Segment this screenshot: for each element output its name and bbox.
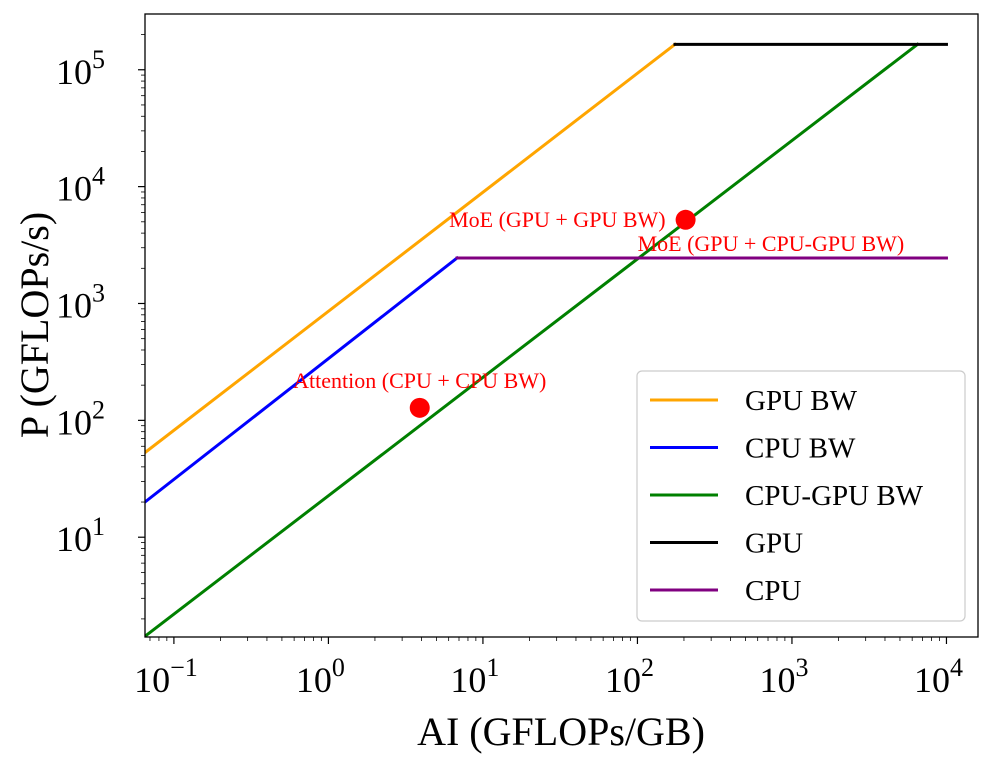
ticks-layer: 10−1 100 101 102 103 104 101 102 103 104 105 (56, 34, 963, 700)
x-tick-label-10000: 104 (914, 653, 963, 700)
annotation-moe-gpu-cpu-gpu-bw: MoE (GPU + CPU-GPU BW) (638, 231, 905, 256)
series-line-cpu-bw (145, 255, 460, 504)
y-tick-label-100: 102 (56, 395, 105, 442)
x-tick-label-1000: 103 (759, 653, 808, 700)
plot-frame (144, 13, 979, 638)
y-tick-label-10: 101 (56, 512, 105, 559)
legend-label-gpu: GPU (745, 528, 803, 560)
points-layer: MoE (GPU + GPU BW)MoE (GPU + CPU-GPU BW)… (293, 207, 904, 418)
data-point-attention-cpu-cpu-bw (409, 397, 430, 418)
x-tick-label-0.1: 10−1 (134, 653, 198, 700)
y-axis-title: P (GFLOPs/s) (12, 212, 57, 438)
x-tick-label-10: 101 (450, 653, 499, 700)
x-tick-label-100: 102 (605, 653, 654, 700)
x-axis-title: AI (GFLOPs/GB) (417, 709, 705, 754)
annotation-moe-gpu-gpu-bw: MoE (GPU + GPU BW) (449, 207, 666, 232)
series-line-cpu-gpu-bw (145, 42, 920, 637)
legend-box (636, 370, 966, 622)
legend-label-gpu-bw: GPU BW (745, 385, 858, 417)
legend-label-cpu-gpu-bw: CPU-GPU BW (745, 480, 924, 512)
x-tick-label-1: 100 (296, 653, 345, 700)
annotation-attention-cpu-cpu-bw: Attention (CPU + CPU BW) (293, 368, 546, 393)
y-tick-label-1000: 103 (56, 278, 105, 325)
series-layer (145, 42, 948, 637)
legend: GPU BW CPU BW CPU-GPU BW GPU CPU (636, 370, 966, 622)
legend-label-cpu-bw: CPU BW (745, 433, 856, 465)
legend-label-cpu: CPU (745, 575, 801, 607)
data-point-moe-gpu-gpu-bw (675, 209, 696, 230)
y-tick-label-100000: 105 (56, 45, 105, 92)
y-tick-label-10000: 104 (56, 162, 105, 209)
series-line-gpu-bw (145, 42, 678, 455)
